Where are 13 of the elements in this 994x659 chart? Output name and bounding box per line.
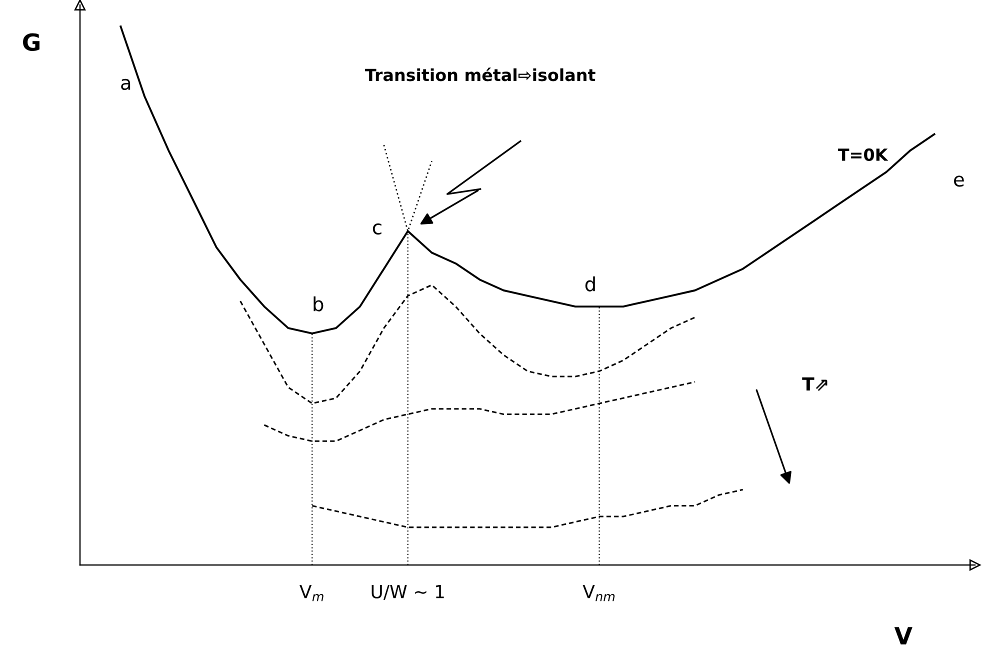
annotation: T⇗ — [802, 377, 828, 391]
y-axis-title: G — [23, 33, 40, 52]
annotation: a — [121, 78, 130, 90]
x-axis-title: V — [894, 627, 912, 644]
annotation: d — [585, 276, 595, 292]
x-tick-label: U/W ~ 1 — [372, 585, 444, 600]
annotation: Transition métal⇨isolant — [365, 68, 596, 82]
annotation: b — [314, 296, 324, 312]
x-tick-label: V$_{m}$ — [300, 584, 324, 602]
x-tick-label: V$_{nm}$ — [582, 584, 615, 602]
annotation: T=0K — [838, 148, 888, 162]
text: e — [954, 176, 964, 187]
annotation: c — [372, 223, 382, 235]
